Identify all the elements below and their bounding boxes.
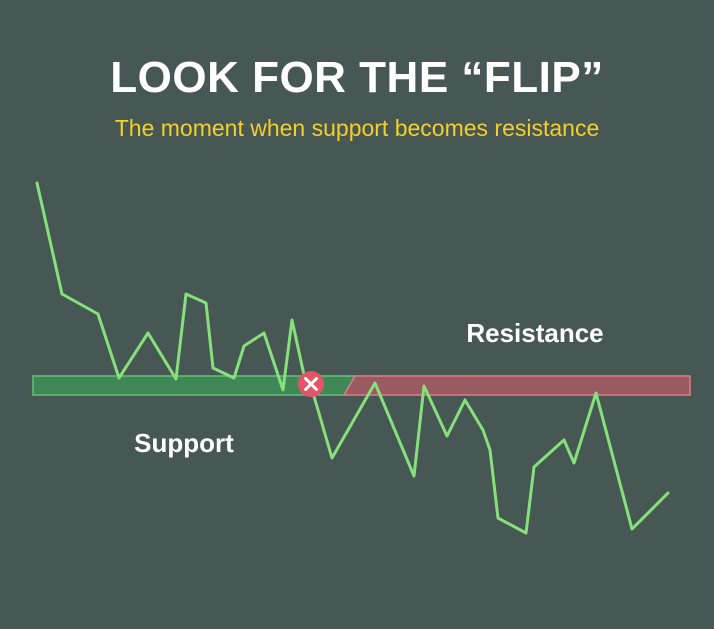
flip-marker <box>298 371 324 397</box>
price-line <box>35 181 670 535</box>
x-icon <box>304 377 318 391</box>
page-subtitle: The moment when support becomes resistan… <box>114 115 600 141</box>
resistance-zone <box>342 375 691 396</box>
support-label: Support <box>134 428 234 458</box>
page-title: LOOK FOR THE “FLIP” <box>110 53 604 102</box>
resistance-label: Resistance <box>466 318 603 348</box>
